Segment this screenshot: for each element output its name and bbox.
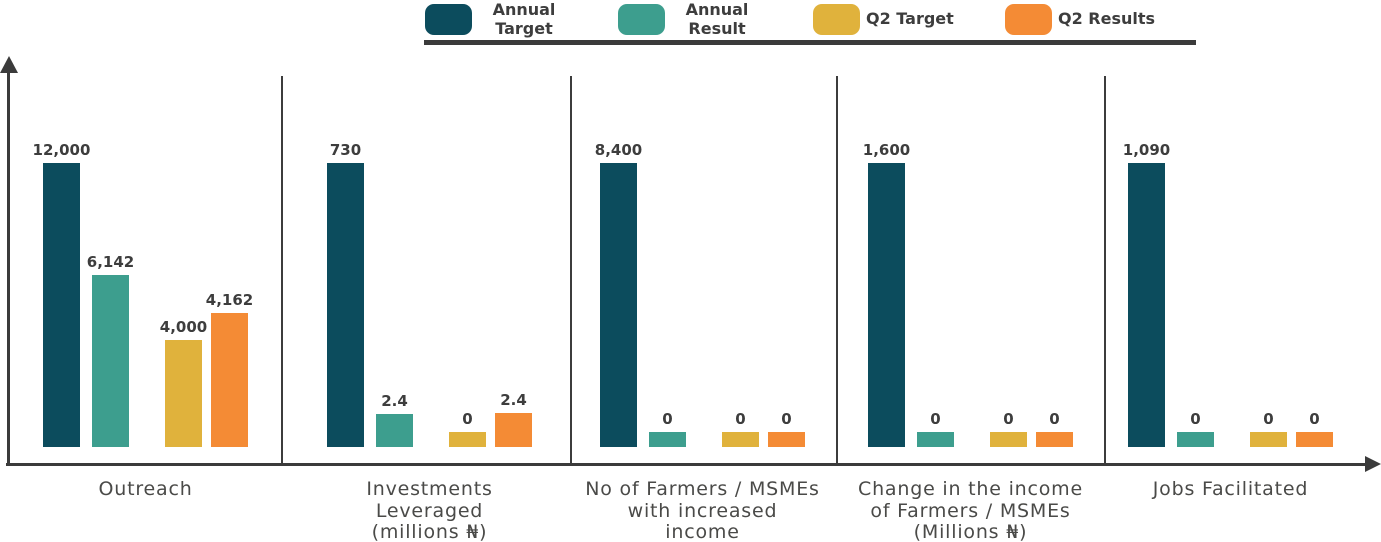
bar-annual-target (43, 163, 80, 447)
bar-value-label: 12,000 (32, 141, 91, 159)
bar-annual-result (376, 414, 413, 447)
category-label-change-in-the-income-of-farmers-msmes-millions: Change in the income of Farmers / MSMEs (M… (858, 478, 1083, 542)
bar-value-label: 0 (462, 410, 473, 428)
bar-q2-target (449, 432, 486, 447)
bar-value-label: 1,600 (862, 141, 911, 159)
bar-value-label: 4,162 (205, 291, 254, 309)
category-label-outreach: Outreach (98, 478, 193, 500)
bar-annual-target (327, 163, 364, 447)
bar-value-label: 0 (930, 410, 941, 428)
bar-annual-result (649, 432, 686, 447)
bar-q2-results (1296, 432, 1333, 447)
legend-label-annual-result: Annual Result (685, 0, 749, 38)
bar-value-label: 2.4 (500, 391, 527, 409)
group-divider (1104, 76, 1106, 463)
bar-value-label: 4,000 (159, 318, 208, 336)
bar-value-label: 0 (1263, 410, 1274, 428)
category-label-investments-leveraged-millions: Investments Leveraged (millions ₦) (366, 478, 493, 542)
bar-q2-target (990, 432, 1027, 447)
bar-annual-result (92, 275, 129, 447)
bar-value-label: 1,090 (1122, 141, 1171, 159)
group-divider (570, 76, 572, 463)
bar-value-label: 0 (1190, 410, 1201, 428)
bar-annual-target (600, 163, 637, 447)
bar-value-label: 0 (1049, 410, 1060, 428)
legend-underline (424, 40, 1196, 45)
bar-annual-target (1128, 163, 1165, 447)
group-divider (281, 76, 283, 463)
bar-q2-target (722, 432, 759, 447)
y-axis (7, 70, 10, 466)
bar-value-label: 0 (662, 410, 673, 428)
group-divider (836, 76, 838, 463)
bar-q2-results (495, 413, 532, 447)
legend-label-q2-results: Q2 Results (1058, 9, 1156, 28)
legend-label-annual-target: Annual Target (492, 0, 556, 38)
bar-value-label: 0 (735, 410, 746, 428)
legend-swatch-q2-results (1005, 4, 1052, 35)
bar-value-label: 6,142 (86, 253, 135, 271)
x-axis-arrow-icon (1365, 456, 1381, 472)
bar-value-label: 0 (1309, 410, 1320, 428)
bar-q2-results (768, 432, 805, 447)
bar-annual-result (1177, 432, 1214, 447)
y-axis-arrow-icon (0, 56, 18, 73)
bar-q2-results (1036, 432, 1073, 447)
bar-value-label: 0 (1003, 410, 1014, 428)
bar-value-label: 0 (781, 410, 792, 428)
bar-value-label: 8,400 (594, 141, 643, 159)
legend-swatch-annual-target (425, 4, 472, 35)
legend-swatch-annual-result (618, 4, 665, 35)
legend-label-q2-target: Q2 Target (866, 9, 954, 28)
category-label-jobs-facilitated: Jobs Facilitated (1152, 478, 1309, 500)
legend-swatch-q2-target (813, 4, 860, 35)
x-axis (6, 463, 1368, 466)
bar-q2-target (165, 340, 202, 447)
bar-annual-result (917, 432, 954, 447)
bar-value-label: 730 (329, 141, 362, 159)
category-label-no-of-farmers-msmes-with-increased-income: No of Farmers / MSMEs with increased incom… (585, 478, 820, 542)
bar-q2-target (1250, 432, 1287, 447)
bar-annual-target (868, 163, 905, 447)
bar-q2-results (211, 313, 248, 447)
bar-value-label: 2.4 (381, 392, 408, 410)
